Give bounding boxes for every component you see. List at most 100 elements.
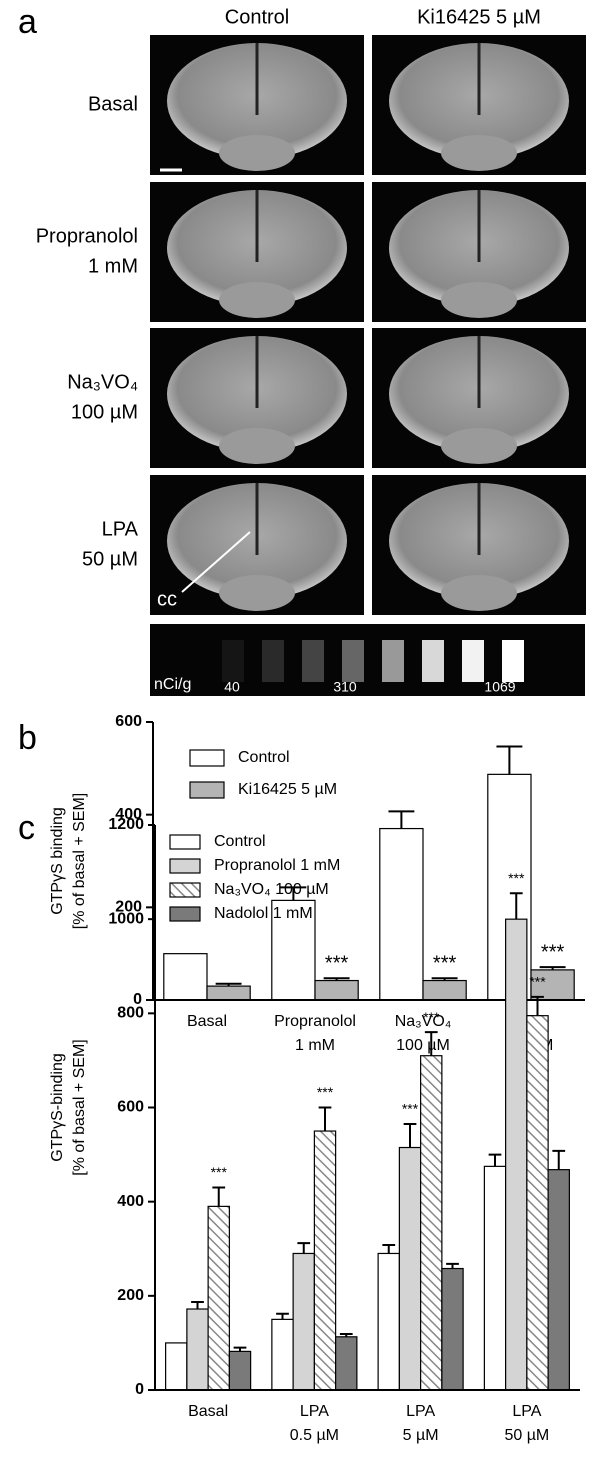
y-axis-label: [% of basal + SEM] [71, 793, 88, 930]
x-tick-label: 50 µM [504, 1427, 549, 1444]
scale-label: 40 [224, 679, 240, 695]
bar [271, 1318, 294, 1391]
significance: *** [211, 1164, 228, 1180]
scale-swatch [462, 640, 484, 682]
error-bar [488, 1153, 502, 1167]
x-tick-label: 0.5 µM [290, 1427, 339, 1444]
panel-a: a Control Ki16425 5 µM Basal Propranolol 1 mM… [18, 3, 586, 696]
y-tick-label: 800 [117, 1005, 144, 1022]
x-tick-label: 100 µM [396, 1037, 450, 1054]
y-tick-label: 0 [135, 1381, 144, 1398]
y-tick-label: 200 [117, 1287, 144, 1304]
bar [379, 827, 424, 1001]
brain-lobe [219, 135, 295, 171]
brain-lobe [219, 428, 295, 464]
x-tick-label: LPA [406, 1403, 435, 1420]
legend-swatch [169, 834, 201, 850]
error-bar [388, 810, 415, 829]
scale-swatch [502, 640, 524, 682]
brain-lobe [441, 282, 517, 318]
legend-swatch [169, 906, 201, 922]
y-tick-label: 400 [115, 806, 142, 823]
brain-lobe [441, 428, 517, 464]
error-bar [233, 1346, 247, 1352]
row-label: LPA [102, 518, 139, 540]
x-tick-label: Propranolol [274, 1013, 356, 1030]
error-bar [496, 745, 523, 775]
scale-swatch [342, 640, 364, 682]
significance: *** [423, 1009, 440, 1025]
legend-swatch [169, 858, 201, 874]
significance: *** [433, 953, 457, 975]
bar [165, 1342, 188, 1391]
y-tick-label: 600 [117, 1099, 144, 1116]
error-bar [509, 892, 523, 920]
bar [186, 1308, 209, 1391]
scale-swatch [422, 640, 444, 682]
significance: *** [529, 974, 546, 990]
bar [420, 1055, 443, 1391]
significance: *** [541, 941, 565, 963]
bar [441, 1267, 464, 1391]
y-tick-label: 1000 [108, 910, 144, 927]
bar [207, 1205, 230, 1391]
bar [314, 979, 359, 1001]
error-bar [382, 1243, 396, 1254]
legend-label: Nadolol 1 mM [214, 905, 313, 922]
x-tick-label: Na₃VO₄ [395, 1013, 452, 1030]
annotation-line [181, 531, 251, 593]
legend-swatch [189, 781, 225, 799]
significance: *** [402, 1101, 419, 1117]
significance: *** [508, 870, 525, 886]
legend-label: Na₃VO₄ 100 µM [214, 881, 329, 898]
error-bar [276, 1312, 289, 1320]
error-bar [318, 1106, 332, 1132]
panel-label: b [18, 719, 37, 757]
charts: b GTPγS binding [% of basal + SEM] 0 200 400 6… [18, 713, 585, 1444]
bar [292, 1252, 315, 1391]
legend-label: Ki16425 5 µM [238, 781, 337, 798]
legend-swatch [169, 882, 201, 898]
legend-label: Control [238, 749, 290, 766]
panel-label: c [18, 809, 35, 847]
brain-lobe [441, 575, 517, 611]
bar [547, 1169, 570, 1391]
error-bar [191, 1300, 204, 1310]
bar [163, 953, 208, 1001]
error-bar [215, 982, 242, 987]
bar [398, 1146, 422, 1391]
scale-label: 310 [333, 679, 357, 695]
bar [377, 1252, 400, 1391]
y-tick-label: 600 [115, 713, 142, 730]
error-bar [297, 1242, 311, 1254]
error-bar [339, 1332, 353, 1337]
bar [313, 1130, 337, 1391]
row-label: Na₃VO₄ [67, 371, 138, 393]
error-bar [531, 995, 544, 1016]
annotation: cc [157, 588, 177, 610]
scale-unit: nCi/g [154, 676, 191, 693]
error-bar [446, 1262, 459, 1269]
y-axis-label: GTPγS-binding [49, 1053, 66, 1162]
x-tick-label: Basal [188, 1403, 228, 1420]
legend-label: Propranolol 1 mM [214, 857, 340, 874]
error-bar [280, 886, 307, 901]
column-header: Ki16425 5 µM [417, 6, 541, 28]
y-tick-label: 1200 [108, 816, 144, 833]
bar [206, 985, 251, 1001]
y-axis-label: GTPγS binding [49, 807, 66, 915]
error-bar [431, 977, 458, 981]
x-tick-label: Basal [187, 1013, 227, 1030]
x-tick-label: 1 mM [295, 1037, 335, 1054]
legend-swatch [189, 749, 225, 767]
panel-label: a [18, 3, 37, 41]
error-bar [323, 977, 350, 981]
row-label: 100 µM [71, 401, 138, 423]
scale-swatch [222, 640, 244, 682]
scale-swatch [382, 640, 404, 682]
scale-swatch [302, 640, 324, 682]
x-tick-label: LPA [300, 1403, 329, 1420]
error-bar [552, 1149, 566, 1170]
significance: *** [317, 1084, 334, 1100]
